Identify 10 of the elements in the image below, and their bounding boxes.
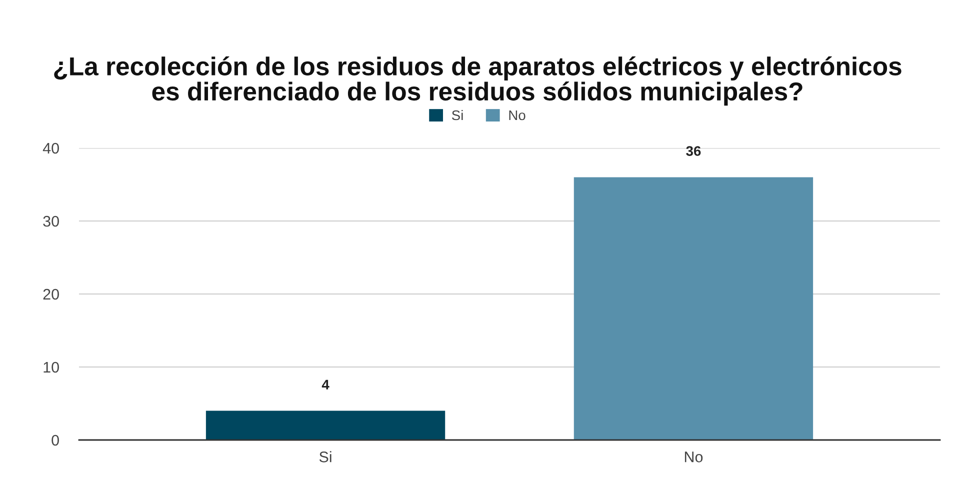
data-label: 4 (322, 380, 330, 390)
y-tick-label: 0 (52, 434, 59, 446)
y-tick-label: 10 (44, 362, 59, 373)
legend-label: Si (452, 110, 463, 120)
y-tick-label: 30 (43, 216, 59, 227)
y-tick-label: 20 (43, 288, 59, 300)
chart-title: ¿La recolección de los residuos de aparatos eléctricos y electrónicos es diferenciado de los residuos sólidos municipales? (54, 56, 902, 106)
legend-label: No (509, 110, 526, 120)
y-tick-label: 40 (42, 142, 59, 154)
data-label: 36 (686, 146, 701, 156)
